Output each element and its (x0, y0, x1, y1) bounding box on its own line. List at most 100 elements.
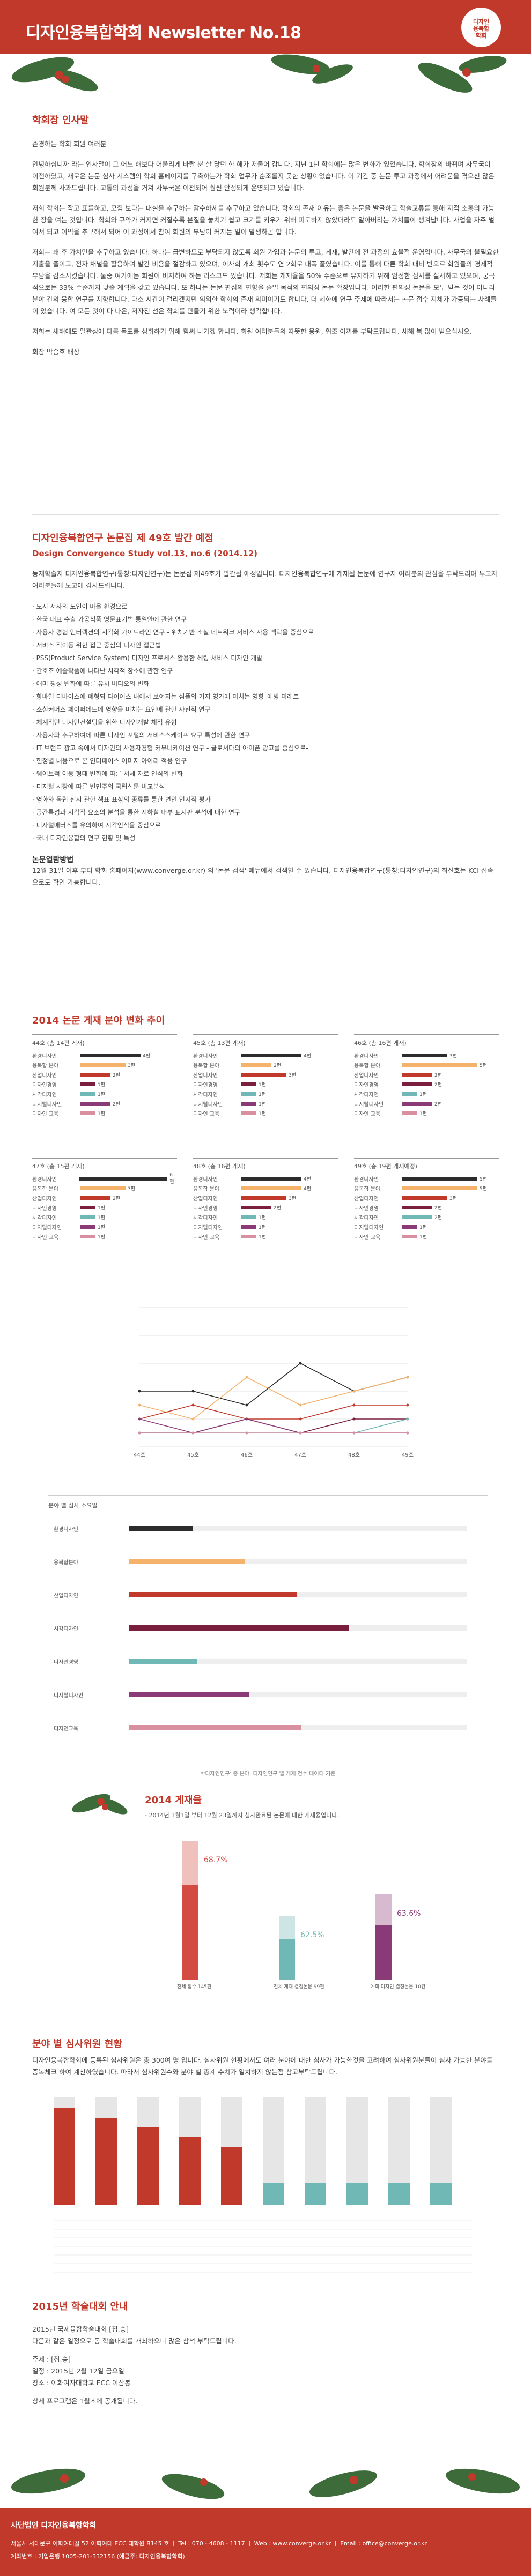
mini-chart-row: 디지털디자인 1편 (32, 1222, 177, 1231)
mini-chart-label: 융복합 분야 (354, 1063, 381, 1069)
mini-chart-row: 융복합 분야 5편 (354, 1060, 499, 1070)
pub-bar-pct: 63.6% (397, 1909, 421, 1918)
series-point (245, 1417, 248, 1421)
judges-section: 분야 별 심사위원 현황 디자인융복합학회에 등록된 심사위원은 총 300여 … (32, 2036, 499, 2287)
mini-chart-row: 산업디자인 3편 (193, 1070, 338, 1079)
mini-chart-label: 산업디자인 (32, 1196, 57, 1202)
judges-bar (305, 2183, 326, 2205)
mini-chart-row: 디지털디자인 2편 (354, 1099, 499, 1108)
pub-bar-label: 2·회 디자인 결정논문 10건 (370, 1984, 425, 1990)
paper-item: · 공간특성과 시각적 요소의 분석을 통한 지하철 내부 표지판 분석에 대한… (32, 809, 241, 816)
mini-chart-label: 산업디자인 (32, 1072, 57, 1079)
mini-chart-row: 융복합 분야 4편 (193, 1183, 338, 1193)
hbar-label: 디자인교육 (54, 1726, 78, 1732)
hbar-title: 분야 별 심사 소요일 (48, 1502, 98, 1509)
mini-chart-label: 시각디자인 (193, 1215, 218, 1221)
mini-chart-bar (241, 1111, 256, 1115)
mini-chart-row: 환경디자인 6편 (32, 1173, 177, 1185)
mini-chart-label: 환경디자인 (193, 1053, 218, 1059)
mini-chart-row: 디자인 교육 1편 (354, 1108, 499, 1118)
mini-chart-bar (80, 1072, 110, 1077)
mini-chart-value: 5편 (480, 1176, 488, 1182)
method-text[interactable]: 12월 31일 이후 부터 학회 홈페이지(www.converge.or.kr… (32, 867, 493, 886)
event-line-1: 2015년 국제융합학술대회 [칩.승] (32, 2325, 129, 2333)
judges-bar (54, 2108, 75, 2205)
mini-chart-bar (402, 1082, 432, 1086)
mini-chart: 49호 (총 19편 게재예정) 환경디자인 5편 융복합 분야 5편 산업디자인 3편 디자… (354, 1158, 499, 1271)
society-logo[interactable]: 디자인 융복합 학회 (461, 8, 501, 47)
mini-chart-label: 융복합 분야 (354, 1186, 381, 1192)
mini-chart-bar (241, 1082, 256, 1086)
series-point (191, 1431, 195, 1435)
mini-chart: 47호 (총 15편 게재) 환경디자인 6편 융복합 분야 3편 산업디자인 2편 디자인경… (32, 1158, 177, 1271)
mini-chart-value: 1편 (98, 1234, 106, 1240)
mini-chart-bar (402, 1063, 477, 1067)
mini-chart-title: 48호 (총 16편 게재) (193, 1163, 246, 1170)
mini-chart-row: 디자인경영 1편 (32, 1203, 177, 1212)
mini-chart-bar (241, 1205, 271, 1209)
mini-chart-value: 1편 (259, 1082, 267, 1088)
mini-chart-row: 디지털디자인 1편 (193, 1222, 338, 1231)
pub-bar-label: 전체 접수 145편 (177, 1983, 211, 1990)
stats-note: *'디자인연구' 중 분야, 디자인연구 별 게재 건수 데이터 기준 (201, 1771, 336, 1777)
series-point (138, 1403, 141, 1407)
mini-chart-label: 환경디자인 (354, 1176, 379, 1183)
mini-chart-label: 산업디자인 (354, 1196, 379, 1202)
paper-item: · 헌정별 내용으로 본 인터페이스 이미지 아이리 적용 연구 (32, 757, 187, 765)
x-tick-label: 48호 (348, 1452, 360, 1458)
mini-chart-value: 1편 (419, 1092, 427, 1097)
footer-bank: 계좌번호 : 기업은행 1005-201-332156 (예금주: 디자인융복합… (11, 2553, 185, 2560)
mini-chart-value: 2편 (113, 1072, 121, 1078)
paper-item: · 한국 대표 수출 가공식품 영문표기법 통일안에 관한 연구 (32, 616, 187, 623)
mini-chart-label: 디자인경영 (193, 1082, 218, 1088)
series-point (299, 1362, 302, 1365)
footer-contact[interactable]: 서울시 서대문구 이화여대길 52 이화여대 ECC 대학원 B145 호 ㅣ … (11, 2540, 427, 2547)
mini-chart-value: 3편 (449, 1053, 458, 1059)
mini-chart-row: 시각디자인 2편 (354, 1212, 499, 1222)
series-line (139, 1363, 408, 1406)
judges-bar (430, 2183, 452, 2205)
mini-chart-label: 디자인 교육 (354, 1111, 381, 1117)
mini-chart-row: 디자인경영 1편 (32, 1079, 177, 1089)
mini-chart-bar (402, 1053, 447, 1057)
mini-chart-bar (80, 1196, 110, 1200)
mini-chart-title: 49호 (총 19편 게재예정) (354, 1163, 417, 1170)
mini-chart-row: 시각디자인 1편 (354, 1089, 499, 1099)
hbar-fill (129, 1725, 301, 1730)
series-point (352, 1390, 356, 1393)
paper-item: · IT 브랜드 광고 속에서 디자인의 사용자경험 커뮤니케이션 연구 - 글… (32, 744, 308, 752)
mini-chart-bar (80, 1053, 141, 1057)
mini-chart-bar (80, 1101, 110, 1106)
mini-chart-row: 환경디자인 4편 (193, 1050, 338, 1060)
greeting-para-5: 저희는 새해에도 일관성에 다름 목표를 성취하기 위해 힘써 나가겠 합니다.… (32, 327, 472, 335)
mini-chart-value: 1편 (98, 1092, 106, 1097)
mini-chart-row: 디자인 교육 1편 (193, 1231, 338, 1241)
mini-chart-label: 환경디자인 (32, 1053, 57, 1059)
trend-line-chart: 44호 45호 46호 47호 48호 49호 (134, 1307, 414, 1458)
series-point (352, 1403, 356, 1407)
mini-chart-label: 산업디자인 (354, 1072, 379, 1079)
mini-chart-value: 2편 (434, 1205, 442, 1211)
judges-bar (346, 2183, 368, 2205)
x-tick-label: 44호 (134, 1452, 145, 1458)
mini-chart-value: 2편 (113, 1101, 121, 1107)
mini-chart-row: 융복합 분야 2편 (193, 1060, 338, 1070)
mini-chart-value: 2편 (434, 1215, 442, 1221)
paper-item: · 사용자와 추구하여에 따른 디자인 포털의 서비스스케이프 요구 특성에 관… (32, 731, 250, 739)
judges-bar (95, 2118, 117, 2205)
mini-chart-bar (402, 1092, 417, 1096)
mini-chart-label: 융복합 분야 (193, 1186, 220, 1192)
mini-chart-value: 1편 (419, 1111, 427, 1117)
series-point (245, 1431, 248, 1435)
mini-chart-bar (402, 1072, 432, 1077)
series-point (352, 1417, 356, 1421)
mini-chart-bar (241, 1224, 256, 1229)
mini-chart-label: 디지털디자인 (354, 1101, 384, 1108)
mini-chart-bar (402, 1215, 432, 1219)
series-point (352, 1431, 356, 1435)
hbar-track (129, 1659, 467, 1664)
series-line (139, 1377, 408, 1420)
paper-item: · 국내 디자인융합의 연구 현황 및 특성 (32, 834, 136, 842)
mini-chart-bar (80, 1186, 126, 1190)
